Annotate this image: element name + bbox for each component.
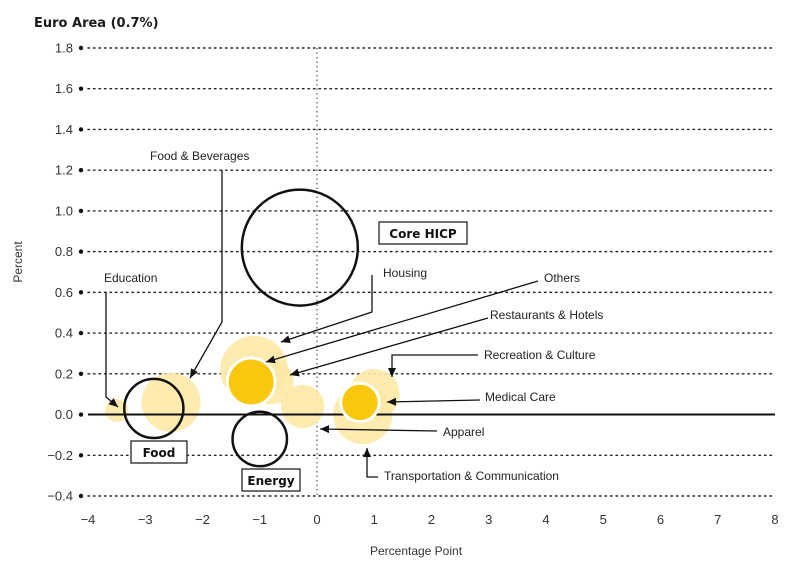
y-tick-label: −0.2	[47, 448, 73, 463]
bubble-medical-care	[339, 381, 381, 424]
annotation-label: Transportation & Communication	[384, 469, 559, 483]
y-tick-mark	[78, 493, 84, 499]
annotations: Food & Beverages Education Housing Others Re…	[104, 149, 603, 492]
y-tick-mark	[78, 371, 84, 377]
bubbles	[88, 188, 775, 468]
x-tick-label: 3	[485, 512, 492, 527]
annotation-label: Housing	[383, 266, 427, 280]
y-tick-label: 0.0	[55, 407, 73, 422]
x-tick-label: 7	[714, 512, 721, 527]
arrowhead	[387, 397, 397, 406]
label-box	[241, 468, 301, 492]
annotation-label: Recreation & Culture	[484, 348, 596, 362]
x-tick-label: 5	[600, 512, 607, 527]
leader-line	[289, 317, 489, 376]
y-tick-mark	[78, 86, 84, 91]
y-tick-mark	[78, 412, 84, 417]
y-tick-mark	[78, 45, 84, 51]
y-axis-label: Percent	[11, 241, 25, 283]
leader-line	[265, 280, 539, 363]
arrowhead	[190, 368, 198, 378]
x-tick-label: −3	[138, 512, 153, 527]
y-tick-mark	[78, 167, 84, 173]
x-tick-label: 6	[657, 512, 664, 527]
y-tick-mark	[78, 453, 84, 458]
y-tick-label: 0.6	[55, 285, 73, 300]
axis-ticks: −0.4 −0.2 0.0 0.2 0.4 0.6 0.8 1.0 1.2 1.4 1.6 1.8 −4…	[47, 41, 778, 528]
y-tick-label: 0.2	[55, 366, 73, 381]
outline-bubble-energy	[231, 410, 289, 468]
y-tick-mark	[78, 208, 84, 214]
x-tick-label: 4	[542, 512, 549, 527]
x-axis-label: Percentage Point	[370, 544, 463, 558]
leader-line	[386, 399, 481, 403]
arrowhead	[266, 355, 276, 364]
annotation-label: Restaurants & Hotels	[490, 308, 603, 322]
x-tick-label: 8	[771, 512, 778, 527]
arrowhead	[108, 398, 118, 407]
chart-title: Euro Area (0.7%)	[34, 16, 159, 31]
arrowhead	[290, 368, 300, 377]
gridlines	[87, 47, 776, 497]
leader-line	[319, 428, 438, 432]
outline-bubble-food	[123, 377, 185, 440]
annotation-label: Education	[104, 271, 157, 285]
x-tick-label: 0	[313, 512, 320, 527]
x-tick-label: 1	[371, 512, 378, 527]
boxed-label: Energy	[247, 474, 294, 488]
boxed-label: Core HICP	[389, 227, 457, 241]
arrowhead	[281, 335, 291, 343]
x-tick-label: −1	[252, 512, 267, 527]
y-tick-mark	[78, 127, 84, 132]
y-tick-mark	[78, 290, 84, 295]
y-tick-label: 1.8	[55, 41, 73, 56]
annotation-label: Apparel	[443, 425, 484, 439]
x-tick-label: −4	[81, 512, 96, 527]
arrowhead	[363, 448, 371, 457]
x-tick-label: 2	[428, 512, 435, 527]
y-tick-label: 1.4	[55, 122, 73, 137]
outline-bubble-core-hicp	[240, 188, 360, 307]
y-tick-label: 1.0	[55, 203, 73, 218]
y-tick-label: 0.4	[55, 326, 73, 341]
annotation-label: Others	[544, 271, 580, 285]
x-tick-label: −2	[195, 512, 210, 527]
bubble-apparel	[280, 384, 325, 429]
y-tick-mark	[78, 249, 84, 254]
y-tick-label: −0.4	[47, 489, 73, 504]
annotation-label: Medical Care	[485, 390, 556, 404]
y-tick-label: 0.8	[55, 244, 73, 259]
leader-line	[280, 275, 373, 343]
bubble-others	[225, 356, 277, 408]
leader-line	[105, 292, 119, 408]
annotation-label: Food & Beverages	[150, 149, 249, 163]
boxed-label: Food	[143, 446, 176, 460]
label-box	[378, 221, 468, 245]
leader-line	[189, 170, 223, 379]
y-tick-mark	[78, 330, 84, 336]
bubble-food-beverages	[141, 372, 201, 432]
y-tick-label: 1.6	[55, 81, 73, 96]
label-box	[130, 440, 188, 464]
arrowhead	[320, 425, 330, 434]
arrowhead	[388, 368, 396, 377]
leader-line	[366, 448, 378, 478]
y-tick-label: 1.2	[55, 163, 73, 178]
